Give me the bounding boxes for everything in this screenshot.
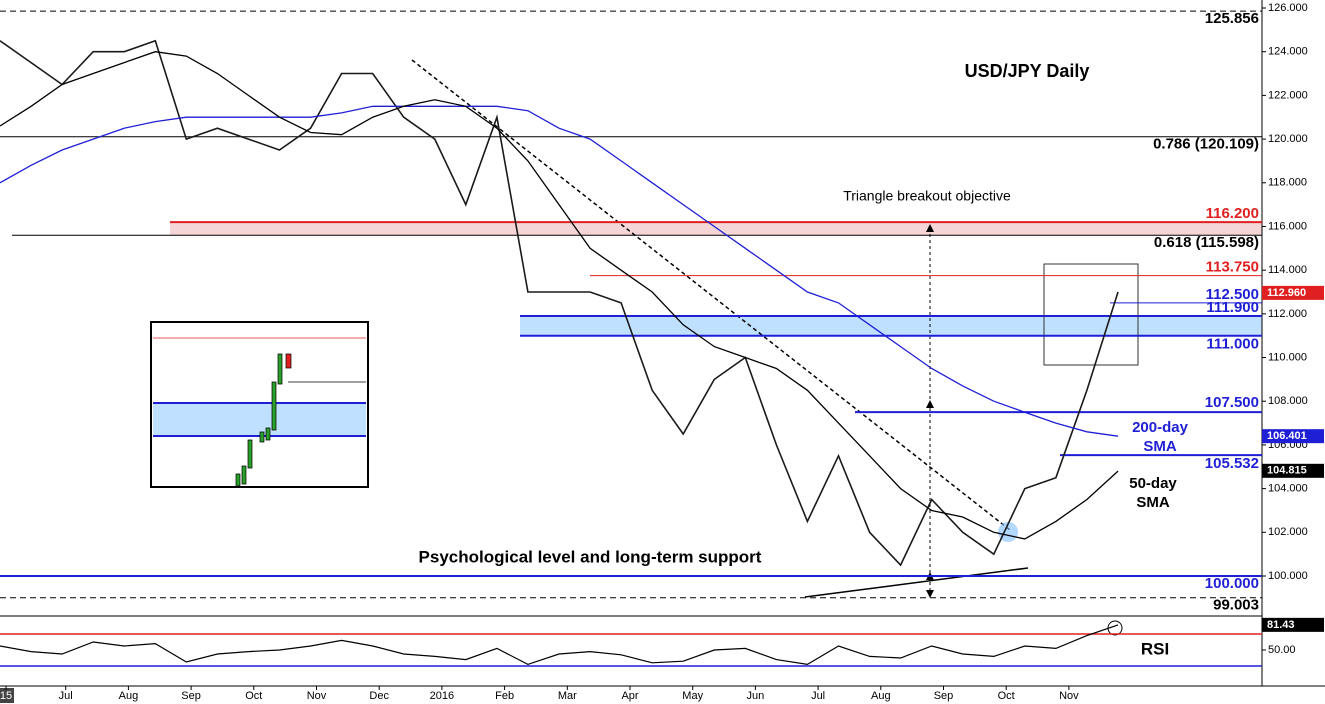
y-tick-label: 120.000 bbox=[1268, 133, 1308, 145]
level-label: 112.500 bbox=[1206, 286, 1259, 303]
annotation: SMA bbox=[1143, 438, 1177, 455]
level-label: 111.900 bbox=[1206, 299, 1259, 316]
inset-candles bbox=[235, 353, 283, 487]
triangle-upper-line bbox=[411, 59, 1011, 531]
x-tick-label: Apr bbox=[621, 690, 638, 702]
rsi-label: RSI bbox=[1141, 639, 1169, 658]
x-tick-label: Aug bbox=[119, 690, 139, 702]
price-tag bbox=[1262, 463, 1324, 478]
level-label: 116.200 bbox=[1206, 205, 1259, 222]
y-tick-label: 122.000 bbox=[1268, 89, 1308, 101]
y-tick-label: 126.000 bbox=[1268, 2, 1308, 14]
x-tick-label: 2016 bbox=[430, 690, 454, 702]
y-tick-label: 124.000 bbox=[1268, 46, 1308, 58]
annotation: 200-day bbox=[1132, 419, 1189, 436]
triangle-lower-line bbox=[804, 567, 1029, 598]
x-tick-label: Sep bbox=[934, 690, 954, 702]
x-tick-label: May bbox=[682, 690, 703, 702]
sma-line: 50-day SMA bbox=[0, 51, 1119, 540]
price-tag bbox=[1262, 285, 1324, 300]
level-label: 113.750 bbox=[1206, 259, 1259, 276]
y-tick-label: 100.000 bbox=[1268, 570, 1308, 582]
y-tick-label: 116.000 bbox=[1268, 220, 1307, 232]
level-label: 0.786 (120.109) bbox=[1153, 136, 1259, 153]
price-tag-label: 104.815 bbox=[1267, 465, 1307, 477]
price-tag-label: 106.401 bbox=[1267, 430, 1307, 442]
y-tick-label: 108.000 bbox=[1268, 395, 1308, 407]
level-label: 125.856 bbox=[1205, 10, 1259, 27]
level-label: 0.618 (115.598) bbox=[1154, 234, 1259, 251]
sma-line: 200-day SMA bbox=[0, 105, 1119, 437]
rsi-line bbox=[0, 624, 1119, 666]
x-tick-label: Nov bbox=[1059, 690, 1079, 702]
level-band bbox=[520, 316, 1262, 336]
price-tag bbox=[1262, 429, 1324, 444]
y-tick-label: 102.000 bbox=[1268, 526, 1308, 538]
price-line: USD/JPY bbox=[0, 39, 1119, 567]
y-tick-label: 112.000 bbox=[1268, 308, 1307, 320]
level-label: 100.000 bbox=[1205, 575, 1259, 592]
x-tick-label: Jul bbox=[811, 690, 825, 702]
price-tag-label: 112.960 bbox=[1267, 287, 1306, 299]
inset-band bbox=[153, 403, 366, 436]
x-tick-box bbox=[0, 688, 14, 703]
annotation: Triangle breakout objective bbox=[843, 188, 1011, 204]
level-band bbox=[170, 222, 1262, 236]
x-tick-label: Sep bbox=[181, 690, 201, 702]
inset bbox=[150, 321, 369, 488]
y-tick-label: 114.000 bbox=[1268, 264, 1307, 276]
zoom-box bbox=[1043, 263, 1139, 366]
inset-candle bbox=[285, 353, 292, 369]
x-tick-label: 15 bbox=[0, 690, 12, 702]
annotation: 50-day bbox=[1129, 475, 1177, 492]
x-tick-label: Oct bbox=[245, 690, 262, 702]
level-label: 105.532 bbox=[1205, 455, 1259, 472]
x-tick-label: Oct bbox=[998, 690, 1015, 702]
x-tick-label: Feb bbox=[495, 690, 514, 702]
y-tick-label: 104.000 bbox=[1268, 483, 1308, 495]
y-tick-label: 50.00 bbox=[1268, 644, 1296, 656]
level-label: 107.500 bbox=[1205, 394, 1259, 411]
y-tick-label: 118.000 bbox=[1268, 177, 1307, 189]
y-tick-label: 110.000 bbox=[1268, 351, 1307, 363]
x-tick-label: Nov bbox=[307, 690, 327, 702]
annotation: SMA bbox=[1136, 494, 1170, 511]
rsi-tag bbox=[1262, 617, 1324, 632]
level-label: 99.003 bbox=[1213, 597, 1259, 614]
x-tick-label: Jun bbox=[747, 690, 765, 702]
chart-title: USD/JPY Daily bbox=[965, 61, 1090, 81]
x-tick-label: Dec bbox=[369, 690, 389, 702]
x-tick-label: Jul bbox=[59, 690, 73, 702]
annotation: Psychological level and long-term suppor… bbox=[419, 547, 762, 566]
x-tick-label: Mar bbox=[558, 690, 577, 702]
x-tick-label: Aug bbox=[871, 690, 891, 702]
level-label: 111.000 bbox=[1206, 336, 1259, 353]
rsi-tag-label: 81.43 bbox=[1267, 619, 1295, 631]
